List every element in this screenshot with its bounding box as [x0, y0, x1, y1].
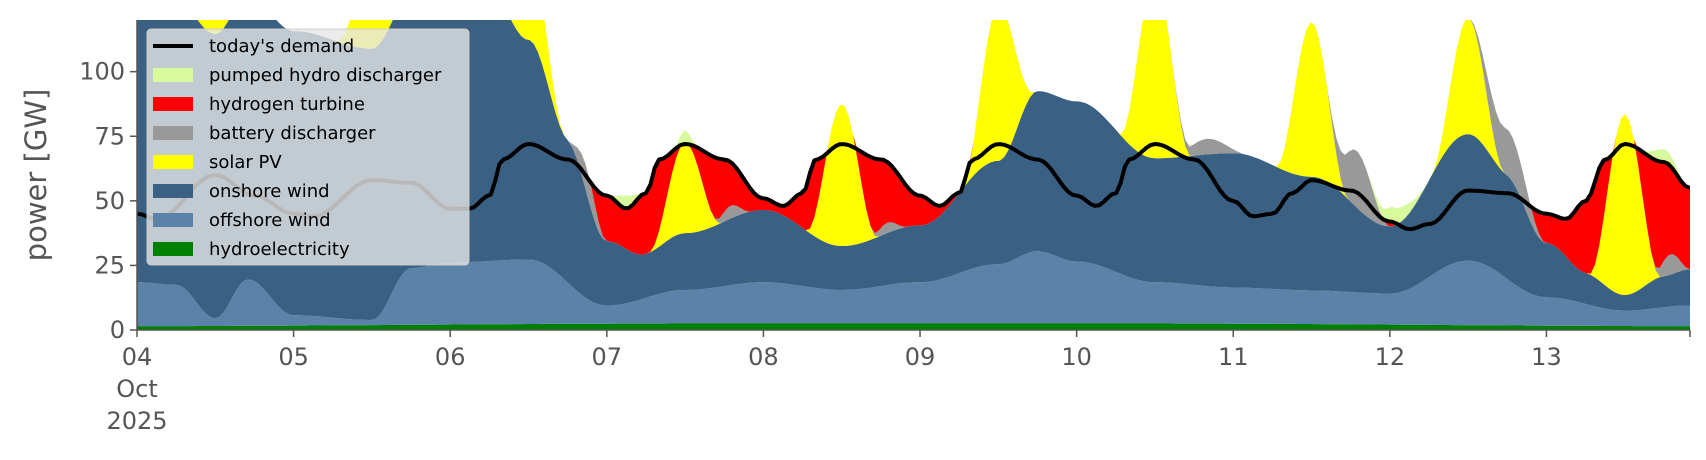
x-tick-label: 06: [435, 343, 466, 371]
x-tick-year: 2025: [106, 407, 167, 435]
legend-label: pumped hydro discharger: [209, 65, 442, 86]
legend-swatch: [153, 155, 193, 169]
legend-label: today's demand: [209, 36, 354, 57]
x-tick-month: Oct: [116, 375, 158, 403]
legend-swatch: [153, 97, 193, 111]
y-tick-label: 100: [79, 58, 125, 86]
legend: today's demand pumped hydro discharger hyd…: [146, 28, 470, 266]
legend-label: hydrogen turbine: [209, 94, 365, 115]
legend-item: battery discharger: [153, 123, 376, 144]
area-onshore-wind: [137, 20, 1690, 320]
x-tick-label: 07: [592, 343, 623, 371]
legend-item: hydroelectricity: [153, 239, 350, 260]
x-tick-label: 11: [1218, 343, 1249, 371]
x-tick-label: 05: [278, 343, 309, 371]
legend-item: pumped hydro discharger: [153, 65, 442, 86]
legend-swatch: [153, 126, 193, 140]
legend-item: solar PV: [153, 152, 282, 173]
y-tick-label: 50: [94, 187, 125, 215]
legend-box: [146, 28, 470, 266]
legend-item: offshore wind: [153, 210, 331, 231]
x-tick-label: 04: [122, 343, 153, 371]
x-tick-label: 09: [905, 343, 936, 371]
area-hydroelectricity: [137, 323, 1690, 330]
legend-swatch: [153, 184, 193, 198]
legend-label: offshore wind: [209, 210, 331, 231]
legend-label: hydroelectricity: [209, 239, 350, 260]
x-tick-label: 13: [1531, 343, 1562, 371]
legend-swatch: [153, 68, 193, 82]
stacked-areas: [137, 20, 1690, 330]
area-offshore-wind: [137, 251, 1690, 327]
legend-swatch: [153, 213, 193, 227]
legend-label: onshore wind: [209, 181, 330, 202]
legend-swatch: [153, 242, 193, 256]
legend-item: hydrogen turbine: [153, 94, 365, 115]
y-tick-label: 75: [94, 122, 125, 150]
x-tick-label: 08: [748, 343, 779, 371]
legend-item: onshore wind: [153, 181, 330, 202]
legend-label: solar PV: [209, 152, 282, 173]
y-axis-label: power [GW]: [19, 89, 53, 262]
area-hydrogen-turbine: [276, 20, 1690, 274]
x-tick-label: 10: [1061, 343, 1092, 371]
axes: 0 25 50 75 100 04 Oct 2025 05 06 07 08 09 10 11 12 13: [79, 20, 1691, 435]
legend-label: battery discharger: [209, 123, 376, 144]
area-solar-pv: [197, 20, 1690, 295]
y-tick-label: 25: [94, 251, 125, 279]
legend-item: today's demand: [153, 36, 354, 57]
x-tick-label: 12: [1375, 343, 1406, 371]
y-tick-label: 0: [110, 316, 125, 344]
